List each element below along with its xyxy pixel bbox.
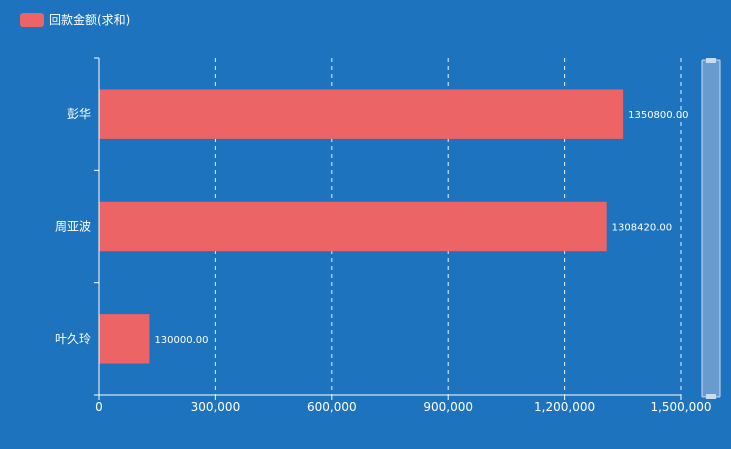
x-tick-label: 1,500,000 [650, 400, 711, 414]
y-category-label: 周亚波 [55, 220, 91, 234]
x-tick-label: 0 [95, 400, 103, 414]
x-tick-label: 600,000 [307, 400, 357, 414]
legend-swatch [20, 12, 44, 27]
bar[interactable] [99, 201, 607, 252]
x-tick-label: 1,200,000 [534, 400, 595, 414]
x-tick-label: 900,000 [423, 400, 473, 414]
legend-label: 回款金额(求和) [49, 13, 131, 27]
bar-data-label: 130000.00 [154, 335, 208, 346]
y-category-label: 叶久玲 [55, 332, 91, 346]
legend[interactable]: 回款金额(求和) [20, 11, 130, 28]
bar[interactable] [99, 314, 150, 364]
y-category-label: 彭华 [67, 107, 91, 121]
bar-data-label: 1308420.00 [612, 223, 672, 234]
datazoom-slider[interactable] [701, 59, 721, 398]
bar[interactable] [99, 89, 624, 139]
bar-data-label: 1350800.00 [628, 110, 688, 121]
datazoom-handle-bottom[interactable] [706, 394, 716, 399]
datazoom-handle-top[interactable] [706, 58, 716, 63]
x-tick-label: 300,000 [191, 400, 241, 414]
